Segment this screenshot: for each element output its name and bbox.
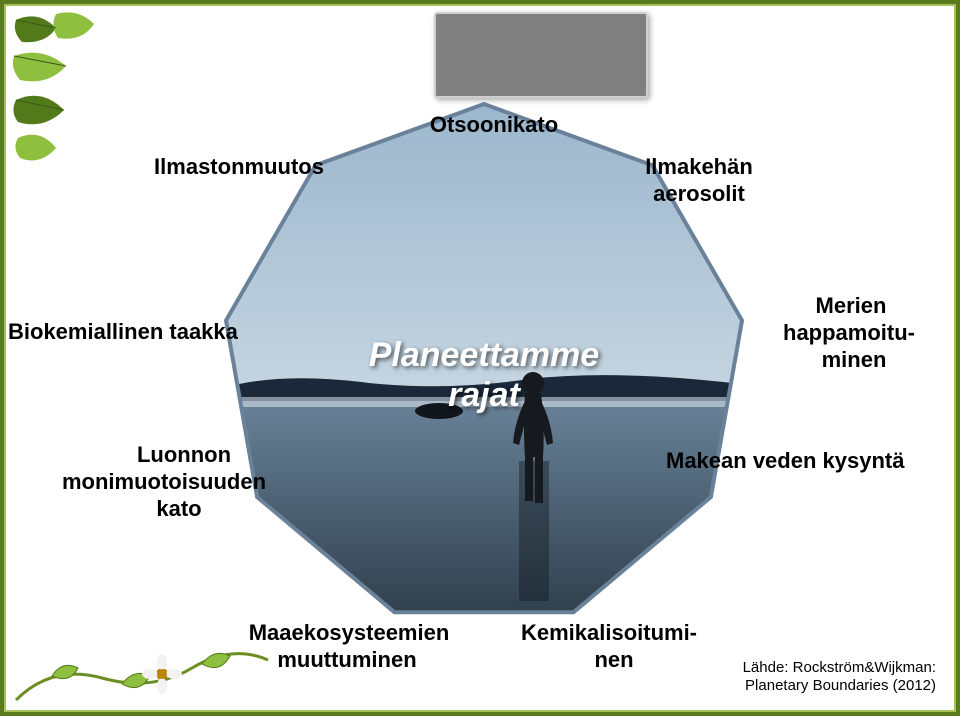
center-title-line2: rajat [334, 376, 634, 415]
label-merien-1: Merien [766, 293, 936, 318]
label-makean-veden: Makean veden kysyntä [666, 448, 960, 473]
label-biokemiallinen: Biokemiallinen taakka [8, 319, 288, 344]
citation: Lähde: Rockström&Wijkman: Planetary Boun… [743, 659, 936, 697]
label-merien-3: minen [784, 347, 924, 372]
citation-line2: Planetary Boundaries (2012) [743, 677, 936, 696]
label-otsoonikato: Otsoonikato [394, 112, 594, 137]
label-luonnon-2: monimuotoisuuden [34, 469, 294, 494]
citation-line1: Lähde: Rockström&Wijkman: [743, 659, 936, 678]
label-ilmastonmuutos: Ilmastonmuutos [124, 154, 354, 179]
label-ilmakehan-2: aerosolit [609, 181, 789, 206]
center-title-line1: Planeettamme [334, 336, 634, 375]
label-maaeko-2: muuttuminen [237, 647, 457, 672]
label-luonnon-3: kato [99, 496, 259, 521]
label-luonnon-1: Luonnon [84, 442, 284, 467]
label-kemikal-1: Kemikalisoitumi- [494, 620, 724, 645]
slide-frame: Planeettamme rajat Otsoonikato Ilmastonm… [0, 0, 960, 716]
label-merien-2: happamoitu- [749, 320, 949, 345]
label-maaeko-1: Maaekosysteemien [219, 620, 479, 645]
leaf-decor-top-left [8, 8, 148, 178]
header-tab-box [434, 12, 648, 98]
label-kemikal-2: nen [564, 647, 664, 672]
label-ilmakehan-1: Ilmakehän [609, 154, 789, 179]
